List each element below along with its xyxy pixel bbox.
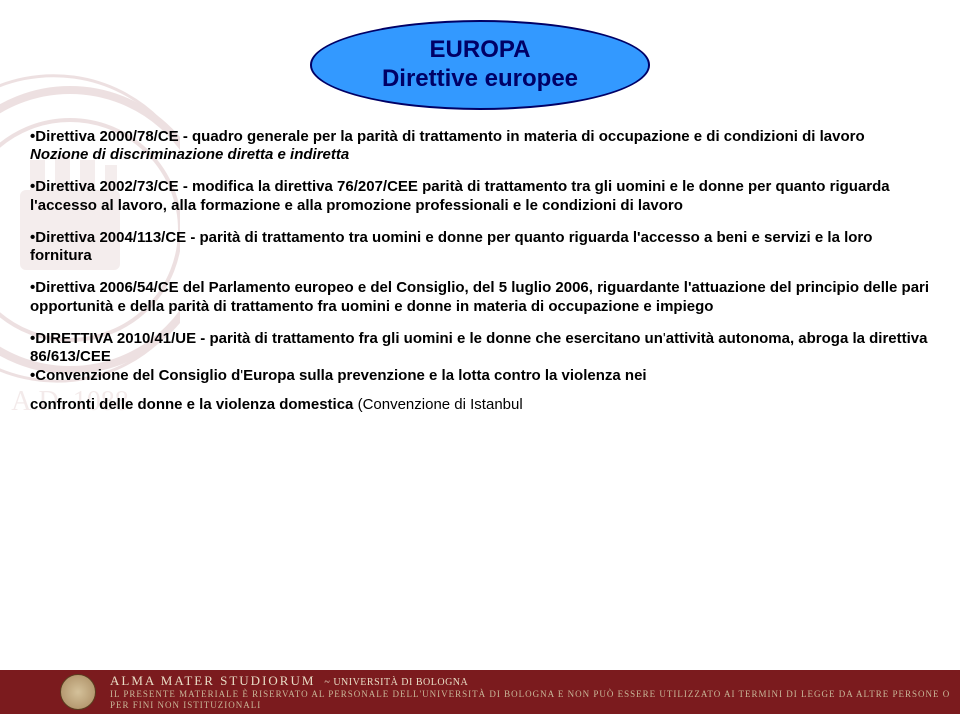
directive-5: •DIRETTIVA 2010/41/UE - parità di tratta… xyxy=(30,330,930,415)
title-badge: EUROPA Direttive europee xyxy=(310,20,650,110)
title-line-2: Direttive europee xyxy=(342,65,618,94)
directive-1: •Direttiva 2000/78/CE - quadro generale … xyxy=(30,128,930,166)
directive-1-tail: Nozione di discriminazione diretta e ind… xyxy=(30,146,349,163)
d5-f: (Convenzione di Istanbul xyxy=(353,396,522,413)
directive-3: •Direttiva 2004/113/CE - parità di tratt… xyxy=(30,229,930,267)
footer-subtitle: ~ UNIVERSITÀ DI BOLOGNA xyxy=(324,677,468,688)
d5-last: confronti delle donne e la violenza dome… xyxy=(30,396,930,415)
directive-1-lead: •Direttiva 2000/78/CE - quadro generale … xyxy=(30,128,865,145)
d5-d: Europa sulla prevenzione e la lotta cont… xyxy=(243,367,646,384)
footer-text: ALMA MATER STUDIORUM ~ UNIVERSITÀ DI BOL… xyxy=(110,673,960,711)
footer-bar: ALMA MATER STUDIORUM ~ UNIVERSITÀ DI BOL… xyxy=(0,670,960,714)
footer-disclaimer: IL PRESENTE MATERIALE È RISERVATO AL PER… xyxy=(110,689,960,711)
body-text: •Direttiva 2000/78/CE - quadro generale … xyxy=(30,128,930,415)
d5-e: confronti delle donne e la violenza dome… xyxy=(30,396,353,413)
directive-4: •Direttiva 2006/54/CE del Parlamento eur… xyxy=(30,279,930,317)
d5-c: •Convenzione del Consiglio d xyxy=(30,367,240,384)
slide-content: EUROPA Direttive europee •Direttiva 2000… xyxy=(0,0,960,670)
directive-2-lead: •Direttiva 2002/73/CE - modifica la dire… xyxy=(30,178,890,214)
d5-a: •DIRETTIVA 2010/41/UE - parità di tratta… xyxy=(30,330,663,347)
directive-4-lead: •Direttiva 2006/54/CE del Parlamento eur… xyxy=(30,279,929,315)
footer-title: ALMA MATER STUDIORUM xyxy=(110,673,315,688)
title-line-1: EUROPA xyxy=(342,36,618,65)
footer-seal-icon xyxy=(60,674,96,710)
directive-3-lead: •Direttiva 2004/113/CE - parità di tratt… xyxy=(30,229,872,265)
directive-2: •Direttiva 2002/73/CE - modifica la dire… xyxy=(30,178,930,216)
